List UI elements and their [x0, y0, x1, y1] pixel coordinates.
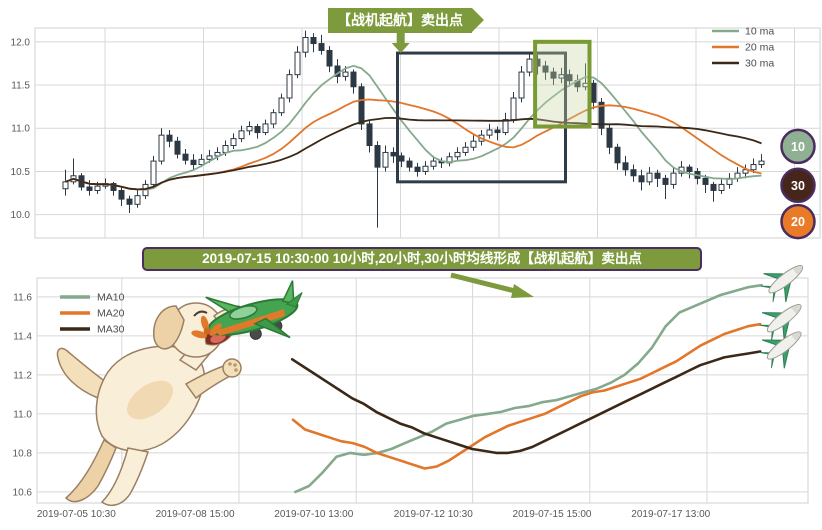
signal-title-text: 2019-07-15 10:30:00 10小时,20小时,30小时均线形成【战…: [202, 251, 642, 266]
svg-text:2019-07-17 13:00: 2019-07-17 13:00: [631, 509, 710, 520]
legend-label: MA10: [97, 292, 125, 304]
airplane-icon: [753, 290, 813, 348]
top-grid: [35, 28, 820, 238]
sell-point-callout-text: 【战机起航】卖出点: [337, 12, 463, 28]
airplanes-layer: [753, 251, 814, 375]
bottom-ma20-line: [291, 322, 762, 470]
svg-text:11.0: 11.0: [11, 124, 30, 135]
svg-text:11.5: 11.5: [11, 81, 30, 92]
svg-text:10.8: 10.8: [13, 448, 33, 459]
legend-label: 30 ma: [745, 58, 774, 70]
svg-text:2019-07-08 15:00: 2019-07-08 15:00: [156, 509, 235, 520]
candles: [62, 30, 765, 228]
top-ma30-line: [65, 117, 762, 191]
bottom-x-axis-labels: 2019-07-05 10:30 2019-07-08 15:00 2019-07-…: [37, 509, 711, 520]
svg-text:12.0: 12.0: [11, 37, 31, 48]
bottom-legend: MA10 MA20 MA30: [60, 292, 125, 336]
svg-text:2019-07-10 13:00: 2019-07-10 13:00: [274, 509, 353, 520]
sell-point-callout: 【战机起航】卖出点: [328, 8, 484, 33]
sell-region-box: [396, 51, 567, 184]
ma-badge-10: 10: [780, 128, 816, 165]
annotation-arrow-icon: [450, 272, 534, 298]
svg-text:2019-07-12 10:30: 2019-07-12 10:30: [394, 509, 473, 520]
svg-text:10.6: 10.6: [13, 487, 33, 498]
airplane-icon: [755, 251, 814, 309]
svg-text:10: 10: [791, 140, 805, 154]
signal-highlight-box: [533, 39, 592, 129]
ma-badge-20: 20: [780, 203, 816, 240]
dog-illustration: [56, 302, 243, 507]
legend-label: 20 ma: [745, 42, 774, 54]
svg-text:2019-07-15 15:00: 2019-07-15 15:00: [513, 509, 592, 520]
top-chart: 10.0 10.5 11.0 11.5 12.0 10 ma 20 ma 30 ma 10 30 2…: [11, 26, 821, 240]
svg-text:11.2: 11.2: [13, 370, 32, 381]
toy-plane-illustration: [191, 280, 303, 340]
svg-text:11.0: 11.0: [13, 409, 32, 420]
svg-text:30: 30: [791, 179, 805, 193]
top-y-axis-labels: 10.0 10.5 11.0 11.5 12.0: [11, 37, 31, 221]
down-arrow-icon: [391, 33, 410, 53]
ma-badge-30: 30: [780, 167, 816, 204]
svg-text:10.0: 10.0: [11, 210, 31, 221]
svg-text:11.4: 11.4: [13, 331, 32, 342]
legend-label: MA30: [97, 324, 125, 336]
legend-label: MA20: [97, 308, 125, 320]
legend-label: 10 ma: [745, 26, 774, 38]
bottom-ma30-line: [290, 350, 762, 455]
top-legend: 10 ma 20 ma 30 ma: [712, 26, 774, 70]
svg-text:2019-07-05 10:30: 2019-07-05 10:30: [37, 509, 116, 520]
svg-text:20: 20: [791, 215, 805, 229]
bottom-chart: 10.6 10.8 11.0 11.2 11.4 11.6 2019-07-05 10:30…: [13, 277, 809, 520]
top-ma10-line: [65, 64, 762, 191]
signal-title-banner: 2019-07-15 10:30:00 10小时,20小时,30小时均线形成【战…: [142, 247, 702, 271]
svg-text:11.6: 11.6: [13, 292, 32, 303]
bottom-y-axis-labels: 10.6 10.8 11.0 11.2 11.4 11.6: [13, 292, 33, 498]
svg-text:10.5: 10.5: [11, 167, 31, 178]
bottom-ma10-line: [294, 283, 763, 494]
